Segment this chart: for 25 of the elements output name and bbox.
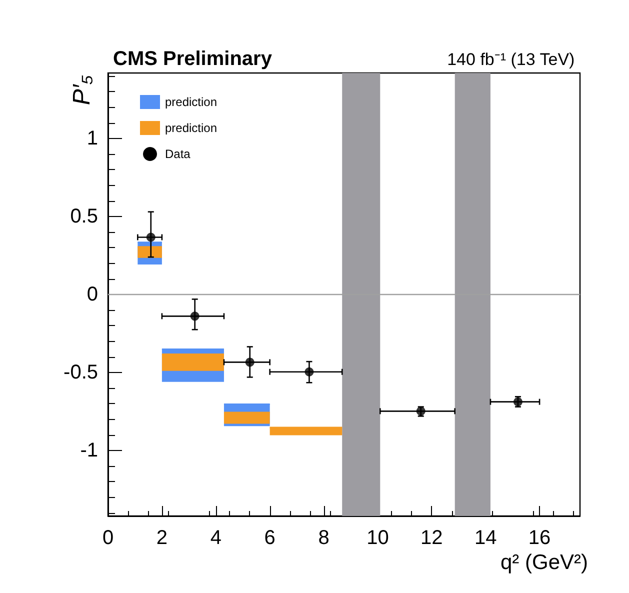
point: [190, 312, 200, 321]
y-tick-label: -1: [80, 439, 98, 462]
y-tick-label: -0.5: [64, 361, 98, 384]
x-tick-label: 6: [264, 527, 276, 549]
legend-label: prediction: [165, 95, 218, 109]
legend-label: Data: [165, 147, 191, 161]
x-tick-label: 2: [156, 527, 168, 549]
y-axis-title: P′₅: [68, 74, 96, 106]
y-tick-label: 1: [86, 128, 98, 150]
x-tick-label: 14: [474, 527, 497, 549]
y-tick-label: 0: [86, 284, 98, 306]
point: [146, 232, 156, 242]
x-tick-label: 4: [210, 527, 222, 549]
legend-label: prediction: [165, 121, 218, 135]
chart-title: CMS Preliminary: [113, 48, 273, 70]
x-tick-label: 16: [528, 527, 551, 549]
y-tick-label: 0.5: [70, 206, 98, 228]
point: [245, 358, 254, 367]
x-tick-label: 12: [420, 527, 443, 549]
x-tick-label: 0: [102, 527, 114, 549]
x-tick-label: 8: [318, 527, 330, 549]
x-axis-title: q² (GeV²): [500, 551, 588, 574]
x-tick-label: 10: [366, 527, 389, 549]
point: [304, 367, 314, 376]
chart-subtitle: 140 fb⁻¹ (13 TeV): [447, 50, 575, 69]
